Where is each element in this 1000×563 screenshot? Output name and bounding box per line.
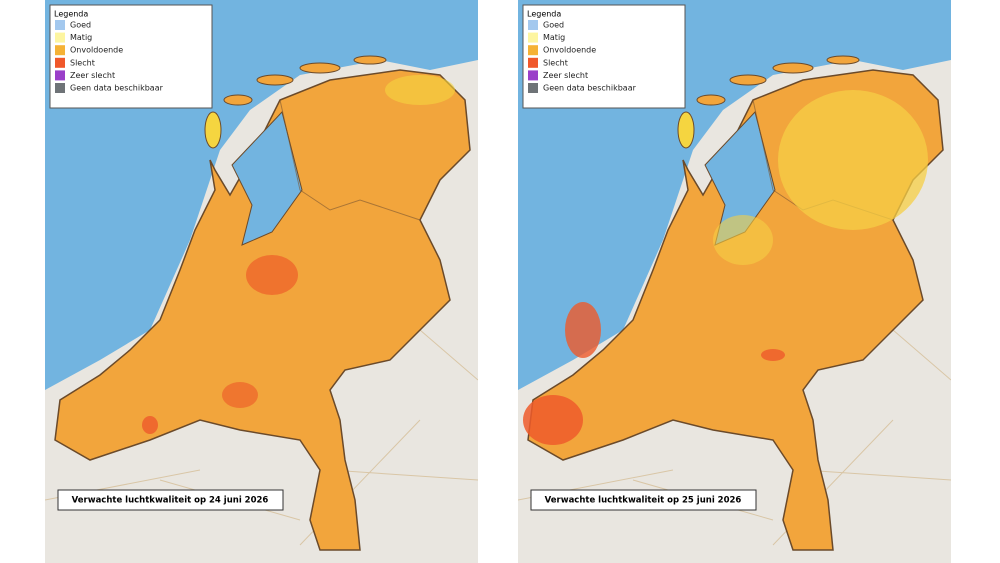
legend-box [49,4,213,109]
legend-box [522,4,686,109]
legend-swatch [528,20,538,30]
legend-swatch [528,32,538,43]
legend-label: Onvoldoende [543,46,596,55]
legend-swatch [55,32,65,43]
map-left [45,0,478,563]
legend: Legenda Goed Matig Onvoldoende Slecht Zeer sl… [49,4,213,109]
legend-swatch [528,57,538,68]
legend-label: Zeer slecht [70,71,115,80]
legend-swatch [55,83,65,93]
caption: Verwachte luchtkwaliteit op 25 juni 2026 [545,496,742,506]
map-right [518,0,951,563]
legend-label: Slecht [70,58,95,67]
legend-title: Legenda [527,10,561,19]
legend-label: Matig [543,33,565,42]
legend-swatch [528,70,538,81]
legend-swatch [528,83,538,93]
legend-label: Geen data beschikbaar [70,84,164,93]
legend-label: Matig [70,33,92,42]
legend: Legenda Goed Matig Onvoldoende Slecht Zeer sl… [522,4,686,109]
legend-swatch [528,45,538,56]
legend-swatch [55,70,65,81]
legend-label: Zeer slecht [543,71,588,80]
panel-overlay: Legenda Goed Matig Onvoldoende Slecht Zeer sl… [49,4,284,511]
legend-swatch [55,45,65,56]
panel-overlay: Legenda Goed Matig Onvoldoende Slecht Zeer sl… [522,4,757,511]
caption-box [530,489,757,511]
legend-label: Slecht [543,58,568,67]
caption: Verwachte luchtkwaliteit op 24 juni 2026 [72,496,269,506]
caption-box [57,489,284,511]
legend-label: Goed [70,21,91,30]
legend-swatch [55,57,65,68]
legend-swatch [55,20,65,30]
legend-label: Geen data beschikbaar [543,84,637,93]
legend-label: Onvoldoende [70,46,123,55]
legend-title: Legenda [54,10,88,19]
legend-label: Goed [543,21,564,30]
